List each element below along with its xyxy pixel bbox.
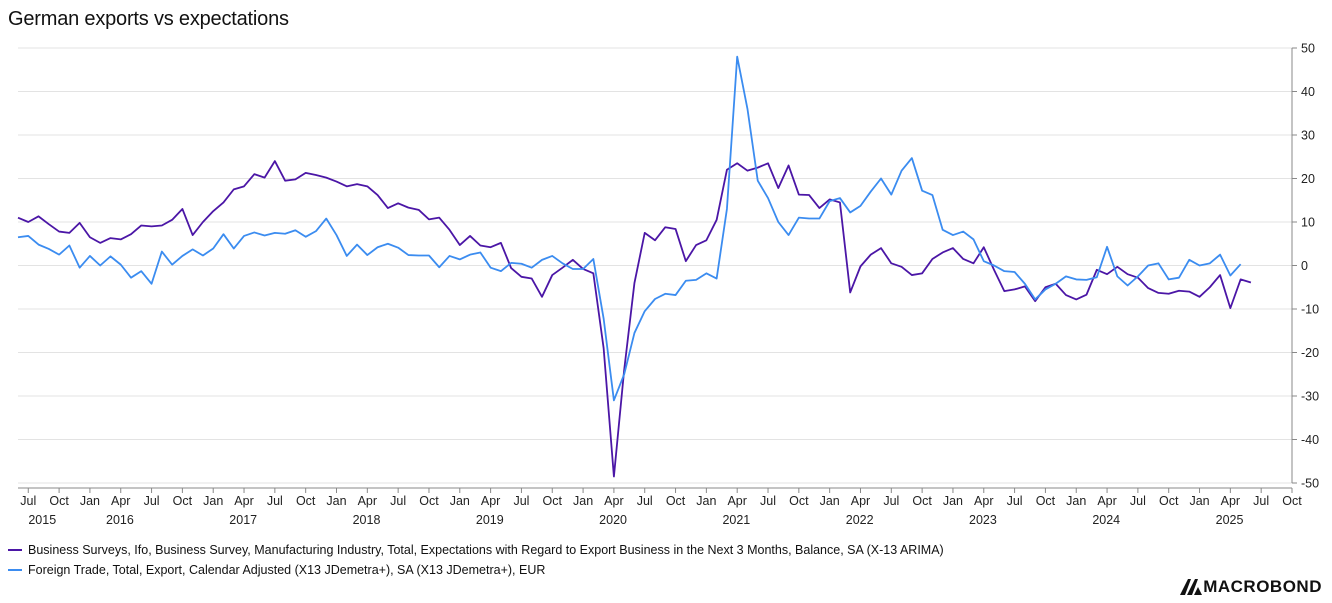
x-tick-label: Apr — [604, 494, 623, 508]
legend-item-exports: Foreign Trade, Total, Export, Calendar A… — [8, 560, 944, 580]
y-tick-label: 40 — [1301, 85, 1315, 99]
y-tick-label: 10 — [1301, 216, 1315, 230]
x-tick-label: Apr — [111, 494, 130, 508]
x-year-label: 2016 — [106, 513, 134, 527]
legend-swatch-ifo — [8, 549, 22, 551]
x-tick-label: Oct — [419, 494, 439, 508]
x-year-label: 2019 — [476, 513, 504, 527]
x-year-label: 2024 — [1092, 513, 1120, 527]
x-tick-label: Apr — [234, 494, 253, 508]
y-tick-label: 50 — [1301, 42, 1315, 56]
x-year-label: 2022 — [846, 513, 874, 527]
macrobond-logo: MACROBOND — [1180, 577, 1322, 597]
x-tick-label: Jan — [943, 494, 963, 508]
x-tick-label: Jul — [1007, 494, 1023, 508]
x-tick-label: Apr — [1097, 494, 1116, 508]
x-tick-label: Jan — [696, 494, 716, 508]
x-tick-label: Oct — [173, 494, 193, 508]
x-tick-label: Oct — [912, 494, 932, 508]
x-tick-label: Oct — [1159, 494, 1179, 508]
x-tick-label: Jul — [20, 494, 36, 508]
x-tick-label: Oct — [789, 494, 809, 508]
x-tick-label: Oct — [543, 494, 563, 508]
x-tick-label: Apr — [358, 494, 377, 508]
x-year-label: 2025 — [1216, 513, 1244, 527]
legend-label-ifo: Business Surveys, Ifo, Business Survey, … — [28, 543, 944, 557]
y-axis-ticks: 50 40 30 20 10 0 -10 -20 -30 -40 -50 — [1291, 42, 1319, 491]
legend-swatch-exports — [8, 569, 22, 571]
x-year-label: 2020 — [599, 513, 627, 527]
macrobond-logo-text: MACROBOND — [1203, 577, 1322, 596]
x-tick-label: Jul — [883, 494, 899, 508]
grid-lines — [18, 47, 1292, 484]
x-tick-label: Jan — [1189, 494, 1209, 508]
x-tick-label: Jul — [637, 494, 653, 508]
y-tick-label: 0 — [1301, 259, 1308, 273]
y-tick-label: -20 — [1301, 346, 1319, 360]
x-tick-label: Oct — [49, 494, 69, 508]
x-year-label: 2018 — [353, 513, 381, 527]
x-tick-label: Jul — [267, 494, 283, 508]
macrobond-logo-icon — [1180, 579, 1203, 595]
legend: Business Surveys, Ifo, Business Survey, … — [8, 540, 944, 580]
x-tick-label: Jul — [144, 494, 160, 508]
x-year-label: 2015 — [28, 513, 56, 527]
y-tick-label: -10 — [1301, 303, 1319, 317]
legend-item-ifo: Business Surveys, Ifo, Business Survey, … — [8, 540, 944, 560]
x-year-label: 2021 — [722, 513, 750, 527]
x-tick-label: Oct — [1282, 494, 1302, 508]
x-tick-label: Jul — [390, 494, 406, 508]
x-tick-label: Jul — [513, 494, 529, 508]
x-tick-label: Jul — [1130, 494, 1146, 508]
x-tick-label: Jan — [203, 494, 223, 508]
x-tick-label: Apr — [851, 494, 870, 508]
y-tick-label: -40 — [1301, 433, 1319, 447]
x-tick-label: Jan — [1066, 494, 1086, 508]
x-tick-label: Jan — [820, 494, 840, 508]
y-tick-label: -50 — [1301, 477, 1319, 491]
y-tick-label: 30 — [1301, 129, 1315, 143]
x-tick-label: Jul — [1253, 494, 1269, 508]
x-tick-label: Oct — [666, 494, 686, 508]
x-tick-label: Apr — [974, 494, 993, 508]
x-tick-label: Jan — [450, 494, 470, 508]
legend-label-exports: Foreign Trade, Total, Export, Calendar A… — [28, 563, 546, 577]
series-line-ifo-expectations — [17, 160, 1252, 478]
x-year-label: 2017 — [229, 513, 257, 527]
x-year-label: 2023 — [969, 513, 997, 527]
x-tick-label: Jul — [760, 494, 776, 508]
y-tick-label: 20 — [1301, 172, 1315, 186]
x-tick-label: Oct — [1036, 494, 1056, 508]
series-lines — [17, 55, 1252, 478]
x-axis: Jul Oct Jan Apr Jul Oct Jan Apr Jul Oct Jan Apr Jul O… — [18, 487, 1302, 527]
x-tick-label: Oct — [296, 494, 316, 508]
series-line-exports — [17, 55, 1242, 402]
x-tick-label: Jan — [80, 494, 100, 508]
x-tick-label: Jan — [573, 494, 593, 508]
x-tick-label: Apr — [1221, 494, 1240, 508]
x-tick-label: Apr — [481, 494, 500, 508]
x-tick-label: Apr — [727, 494, 746, 508]
x-tick-label: Jan — [326, 494, 346, 508]
chart-title: German exports vs expectations — [8, 8, 289, 30]
y-tick-label: -30 — [1301, 390, 1319, 404]
